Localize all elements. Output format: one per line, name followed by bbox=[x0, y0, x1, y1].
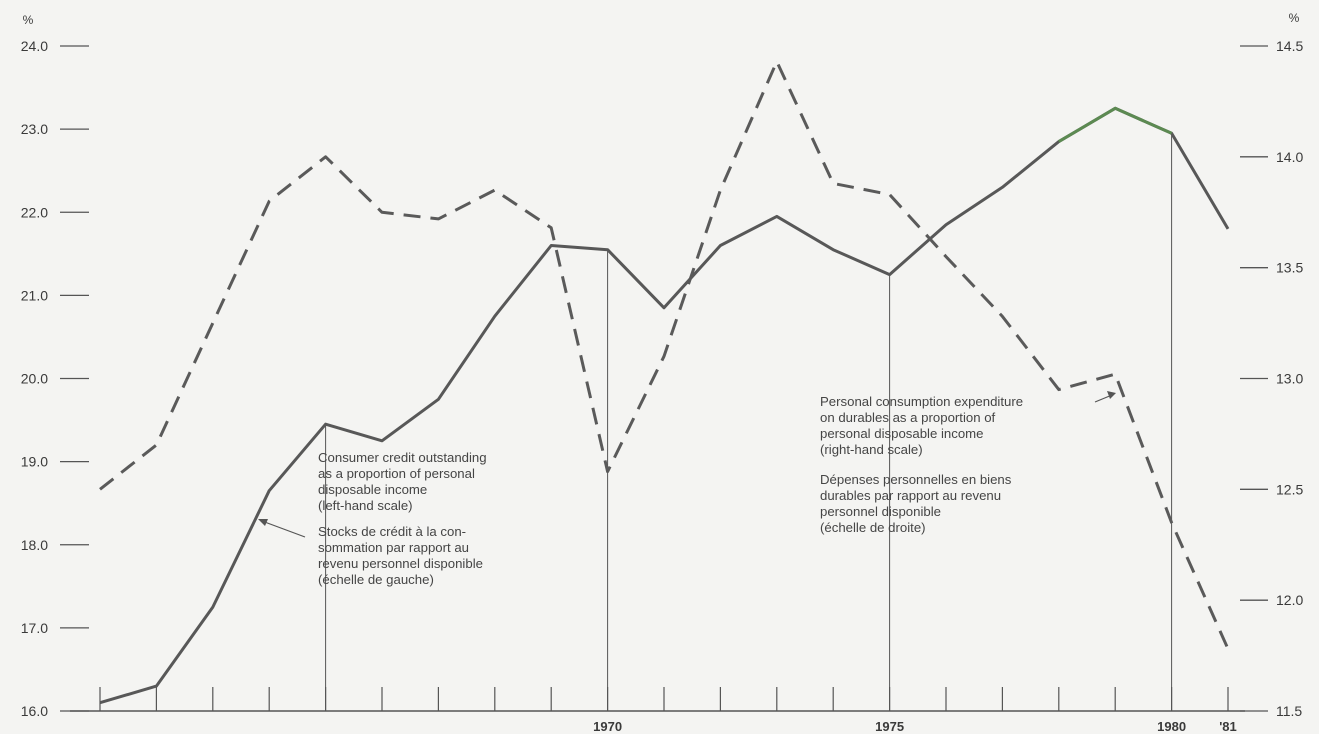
left-note-fr-1: Stocks de crédit à la con- bbox=[318, 524, 466, 539]
right-note-fr-3: personnel disponible bbox=[820, 504, 941, 519]
x-year-label: 1975 bbox=[875, 719, 904, 734]
right-y-tick-label: 13.0 bbox=[1276, 371, 1303, 387]
right-annotation: Personal consumption expenditure on dura… bbox=[820, 391, 1116, 535]
right-axis-unit: % bbox=[1289, 11, 1300, 25]
right-note-en-4: (right-hand scale) bbox=[820, 442, 923, 457]
left-note-fr-3: revenu personnel disponible bbox=[318, 556, 483, 571]
left-y-tick-label: 24.0 bbox=[21, 38, 48, 54]
right-y-tick-label: 11.5 bbox=[1276, 703, 1302, 719]
right-note-en-1: Personal consumption expenditure bbox=[820, 394, 1023, 409]
left-note-arrow bbox=[261, 520, 306, 538]
left-y-tick-label: 22.0 bbox=[21, 204, 48, 220]
x-year-label: 1980 bbox=[1157, 719, 1186, 734]
left-y-tick-label: 21.0 bbox=[21, 287, 48, 303]
guide-lines bbox=[325, 133, 1173, 711]
right-note-arrowhead bbox=[1107, 391, 1116, 399]
credit-line-highlight bbox=[1058, 106, 1173, 143]
right-note-fr-4: (échelle de droite) bbox=[820, 520, 926, 535]
durables-line bbox=[99, 60, 1230, 650]
right-note-en-3: personal disposable income bbox=[820, 426, 983, 441]
axes: 16.0 17.0 18.0 19.0 20.0 21.0 22.0 23.0 24.0% 11.… bbox=[21, 11, 1304, 734]
right-y-tick-label: 14.5 bbox=[1276, 38, 1303, 54]
left-y-tick-label: 16.0 bbox=[21, 703, 48, 719]
left-axis-unit: % bbox=[23, 13, 34, 27]
left-y-tick-label: 20.0 bbox=[21, 371, 48, 387]
x-year-label: '81 bbox=[1219, 719, 1237, 734]
left-y-tick-label: 18.0 bbox=[21, 537, 48, 553]
series-durables-dashed bbox=[99, 60, 1230, 650]
left-y-tick-label: 23.0 bbox=[21, 121, 48, 137]
left-note-en-2: as a proportion of personal bbox=[318, 466, 475, 481]
right-y-tick-label: 13.5 bbox=[1276, 260, 1303, 276]
left-y-tick-label: 19.0 bbox=[21, 454, 48, 470]
right-y-tick-label: 14.0 bbox=[1276, 149, 1303, 165]
series-credit-solid bbox=[99, 106, 1230, 705]
left-y-tick-label: 17.0 bbox=[21, 620, 48, 636]
right-note-fr-2: durables par rapport au revenu bbox=[820, 488, 1001, 503]
left-note-fr-4: (échelle de gauche) bbox=[318, 572, 434, 587]
left-note-arrowhead bbox=[258, 519, 268, 526]
left-annotation: Consumer credit outstanding as a proport… bbox=[258, 450, 487, 587]
left-note-en-1: Consumer credit outstanding bbox=[318, 450, 487, 465]
right-note-fr-1: Dépenses personnelles en biens bbox=[820, 472, 1012, 487]
credit-line bbox=[99, 106, 1230, 705]
left-note-en-4: (left-hand scale) bbox=[318, 498, 413, 513]
right-y-tick-label: 12.0 bbox=[1276, 592, 1303, 608]
right-y-tick-label: 12.5 bbox=[1276, 481, 1303, 497]
x-year-label: 1970 bbox=[593, 719, 622, 734]
right-note-en-2: on durables as a proportion of bbox=[820, 410, 996, 425]
left-note-fr-2: sommation par rapport au bbox=[318, 540, 469, 555]
left-note-en-3: disposable income bbox=[318, 482, 427, 497]
